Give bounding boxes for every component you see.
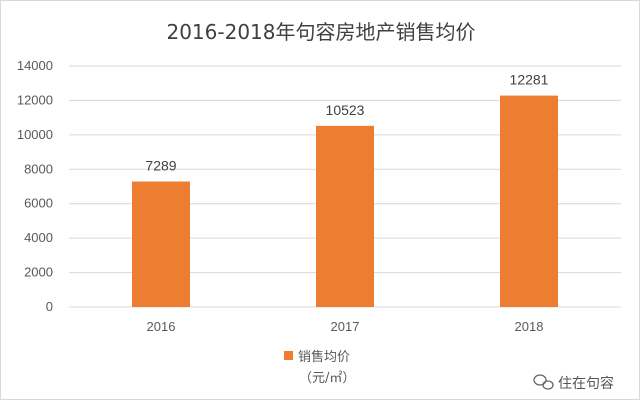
y-tick-label: 10000 — [17, 127, 53, 142]
bar — [132, 181, 190, 307]
x-tick-label: 2018 — [515, 319, 544, 334]
data-labels: 7289 10523 12281 — [145, 72, 548, 174]
legend-label: 销售均价 — [298, 349, 350, 365]
y-tick-label: 2000 — [24, 265, 53, 280]
bar — [316, 125, 374, 308]
y-tick-label: 14000 — [17, 58, 53, 73]
x-axis-ticks: 2016 2017 2018 — [147, 319, 544, 334]
data-label: 12281 — [510, 72, 549, 88]
y-tick-label: 12000 — [17, 92, 53, 107]
bars — [132, 95, 558, 308]
legend: 销售均价 （元/㎡） — [284, 349, 355, 386]
data-label: 7289 — [145, 158, 176, 174]
y-tick-label: 0 — [46, 299, 53, 314]
wechat-icon — [533, 374, 554, 390]
y-tick-label: 8000 — [24, 161, 53, 176]
y-tick-label: 4000 — [24, 230, 53, 245]
watermark: 住在句容 — [533, 374, 614, 392]
y-axis-ticks: 0 2000 4000 6000 8000 10000 12000 14000 — [17, 58, 53, 314]
y-tick-label: 6000 — [24, 196, 53, 211]
x-tick-label: 2016 — [147, 319, 176, 334]
bar — [500, 95, 558, 307]
x-tick-label: 2017 — [331, 319, 360, 334]
legend-unit: （元/㎡） — [299, 371, 355, 386]
legend-swatch — [284, 351, 293, 360]
data-label: 10523 — [326, 102, 365, 118]
watermark-text: 住在句容 — [558, 375, 614, 392]
chart-title: 2016-2018年句容房地产销售均价 — [166, 20, 475, 44]
